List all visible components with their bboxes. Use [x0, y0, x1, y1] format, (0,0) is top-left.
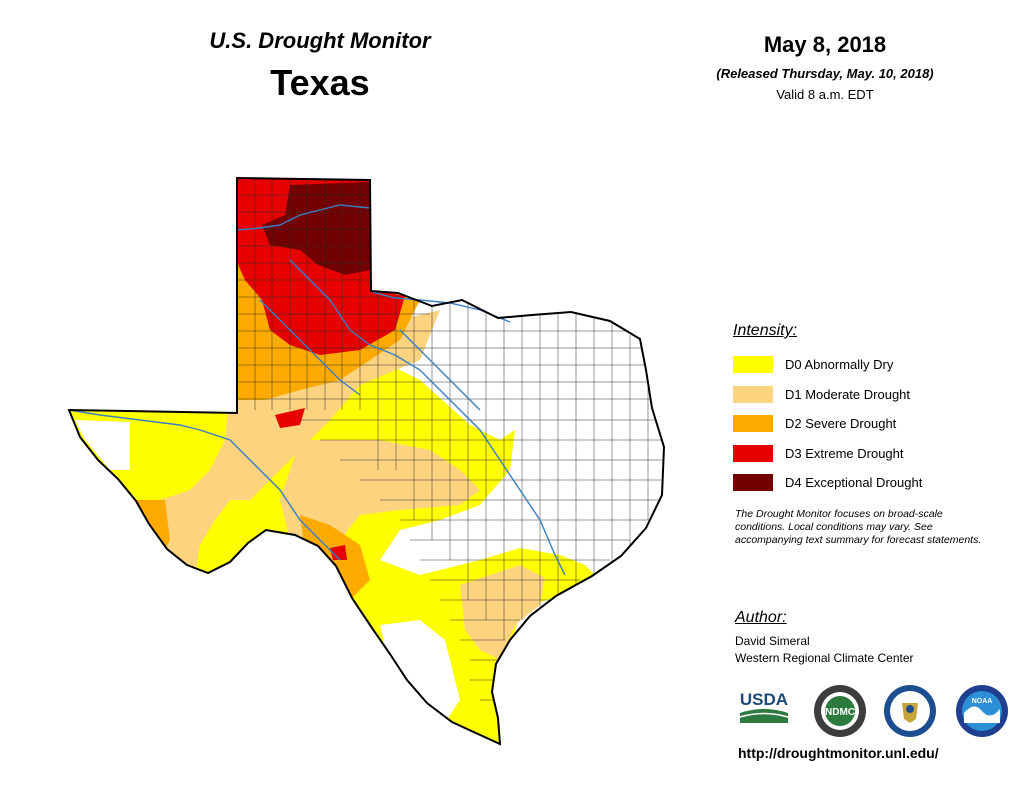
author-name: David Simeral [735, 634, 810, 648]
author-block: Author: David Simeral Western Regional C… [735, 609, 995, 667]
author-title: Author: [735, 609, 787, 626]
website-url[interactable]: http://droughtmonitor.unl.edu/ [738, 745, 939, 761]
author-org: Western Regional Climate Center [735, 651, 914, 665]
legend-item-d3: D3 Extreme Drought [733, 439, 993, 469]
disclaimer-note: The Drought Monitor focuses on broad-sca… [735, 508, 982, 546]
d1-area-southeast [460, 565, 545, 660]
d3-spot [275, 408, 305, 428]
ndmc-logo: NDMC [814, 685, 866, 737]
usda-logo: USDA [739, 690, 789, 723]
county-lines [237, 178, 662, 701]
map-header-right: May 8, 2018 (Released Thursday, May. 10,… [660, 32, 990, 102]
legend-swatch-d4 [733, 474, 773, 492]
svg-text:NDMC: NDMC [825, 707, 855, 718]
d3-spot-south [330, 545, 347, 560]
legend-label-d0: D0 Abnormally Dry [785, 357, 894, 373]
d1-area [150, 310, 440, 575]
colorado-river [259, 299, 361, 396]
svg-text:USDA: USDA [740, 690, 788, 709]
legend-label-d1: D1 Moderate Drought [785, 386, 911, 402]
agency-logos: USDA NDMC NOAA [736, 683, 1008, 739]
doc-seal-icon [884, 685, 936, 737]
legend-item-d0: D0 Abnormally Dry [733, 350, 993, 380]
legend-label-d3: D3 Extreme Drought [785, 445, 904, 461]
map-header-left: U.S. Drought Monitor Texas [150, 28, 490, 104]
svg-text:NOAA: NOAA [972, 698, 993, 705]
legend: Intensity: D0 Abnormally Dry D1 Moderate… [733, 322, 993, 498]
legend-swatch-d1 [733, 385, 773, 403]
legend-title: Intensity: [733, 322, 798, 339]
state-title: Texas [270, 62, 370, 103]
valid-time: Valid 8 a.m. EDT [776, 87, 874, 102]
legend-item-d2: D2 Severe Drought [733, 409, 993, 439]
legend-swatch-d0 [733, 356, 773, 374]
d2-area-southwest [130, 500, 170, 560]
d0-patch-southwest [380, 620, 460, 730]
rivers [68, 204, 566, 576]
map-subtitle: U.S. Drought Monitor [209, 28, 431, 53]
legend-swatch-d3 [733, 444, 773, 462]
map-date: May 8, 2018 [763, 32, 887, 57]
rio-grande [68, 409, 341, 561]
brazos-river [289, 259, 566, 576]
noaa-logo: NOAA [956, 685, 1008, 737]
legend-item-d1: D1 Moderate Drought [733, 380, 993, 410]
legend-item-d4: D4 Exceptional Drought [733, 468, 993, 498]
legend-label-d4: D4 Exceptional Drought [785, 475, 923, 491]
d0-patch-west [75, 420, 130, 470]
trinity-river [399, 329, 481, 411]
legend-label-d2: D2 Severe Drought [785, 416, 897, 432]
release-note: (Released Thursday, May. 10, 2018) [716, 66, 934, 81]
legend-swatch-d2 [733, 415, 773, 433]
canadian-river [236, 204, 371, 231]
texas-drought-map [68, 177, 665, 745]
